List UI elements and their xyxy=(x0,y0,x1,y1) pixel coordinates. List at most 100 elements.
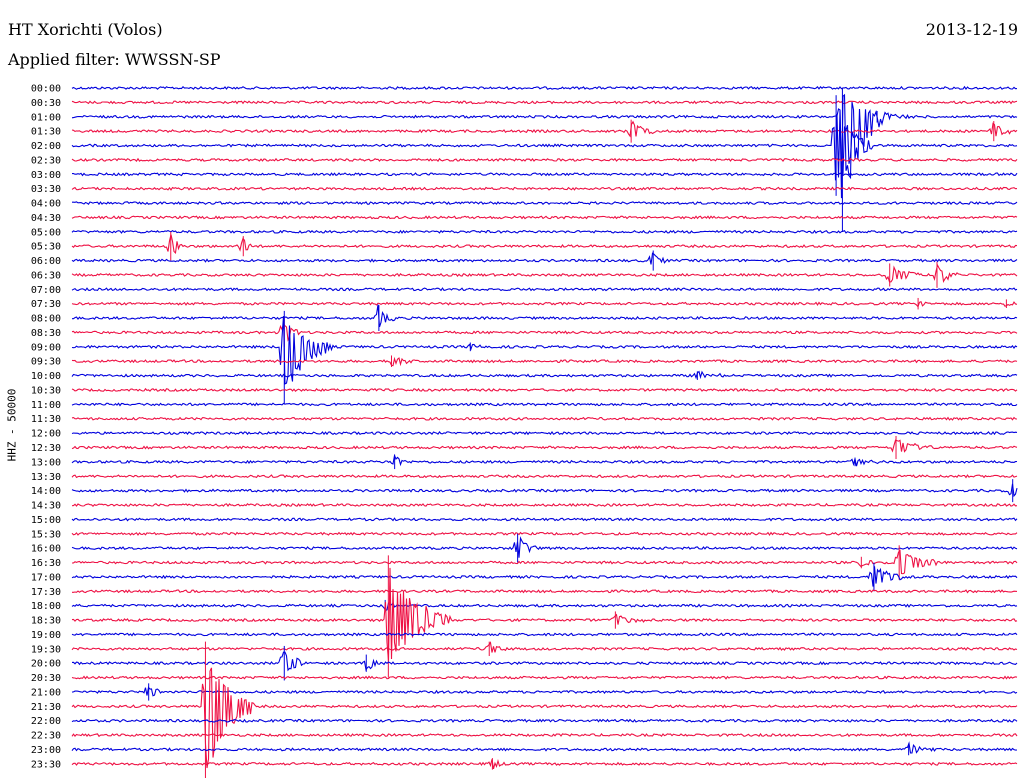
row-time-label: 17:00 xyxy=(31,572,61,583)
row-time-label: 14:00 xyxy=(31,486,61,497)
seismic-trace-row xyxy=(71,567,1018,661)
seismic-trace-row xyxy=(72,201,1018,206)
seismic-trace-row xyxy=(71,356,1018,367)
row-time-label: 07:00 xyxy=(31,285,61,296)
date-label: 2013-12-19 xyxy=(925,20,1018,39)
row-time-label: 09:30 xyxy=(31,357,61,368)
row-time-label: 23:00 xyxy=(31,745,61,756)
seismic-trace-row xyxy=(71,517,1018,522)
row-time-label: 04:00 xyxy=(31,199,61,210)
seismic-trace-row xyxy=(71,431,1018,436)
seismic-trace-row xyxy=(71,402,1018,407)
row-time-label: 09:00 xyxy=(31,342,61,353)
row-time-label: 13:00 xyxy=(31,457,61,468)
seismic-trace-row xyxy=(71,263,1018,284)
row-time-label: 06:00 xyxy=(31,256,61,267)
row-time-label: 20:30 xyxy=(31,673,61,684)
row-time-label: 06:30 xyxy=(31,270,61,281)
seismic-trace-row xyxy=(71,651,1018,672)
seismic-trace-row xyxy=(71,502,1018,508)
seismic-trace-row xyxy=(71,675,1018,680)
row-time-label: 12:00 xyxy=(31,429,61,440)
row-time-label: 02:30 xyxy=(31,155,61,166)
row-time-label: 12:30 xyxy=(31,443,61,454)
row-time-label: 18:00 xyxy=(31,601,61,612)
seismic-trace-row xyxy=(71,759,1018,770)
seismic-trace-row xyxy=(71,322,1018,342)
row-time-label: 04:30 xyxy=(31,213,61,224)
seismic-trace-row xyxy=(71,300,1018,308)
seismic-trace-row xyxy=(71,416,1018,421)
seismic-trace-row xyxy=(71,287,1018,292)
seismic-trace-row xyxy=(71,474,1018,479)
filter-label: Applied filter: WWSSN-SP xyxy=(8,50,221,69)
row-time-label: 08:00 xyxy=(31,314,61,325)
seismic-trace-row xyxy=(71,316,1018,385)
station-title: HT Xorichti (Volos) xyxy=(8,20,163,39)
row-time-label: 22:30 xyxy=(31,731,61,742)
row-time-label: 15:30 xyxy=(31,529,61,540)
seismic-trace-row xyxy=(71,641,1018,653)
seismic-trace-row xyxy=(71,531,1018,537)
seismic-trace-row xyxy=(71,632,1018,637)
row-time-label: 07:30 xyxy=(31,299,61,310)
seismic-trace-row xyxy=(71,387,1018,393)
seismic-trace-row xyxy=(71,100,1018,105)
row-time-label: 22:00 xyxy=(31,716,61,727)
seismic-trace-row xyxy=(71,536,1018,558)
row-time-label: 10:00 xyxy=(31,371,61,382)
row-time-label: 03:30 xyxy=(31,184,61,195)
seismic-trace-row xyxy=(72,172,1018,177)
row-time-label: 23:30 xyxy=(31,759,61,770)
seismic-trace-row xyxy=(71,601,1018,612)
row-time-label: 18:30 xyxy=(31,616,61,627)
row-time-label: 08:30 xyxy=(31,328,61,339)
row-time-label: 00:30 xyxy=(31,98,61,109)
row-time-label: 19:30 xyxy=(31,644,61,655)
row-time-label: 16:00 xyxy=(31,544,61,555)
seismic-trace-row xyxy=(71,732,1018,738)
row-time-label: 21:00 xyxy=(31,687,61,698)
row-time-label: 11:00 xyxy=(31,400,61,411)
row-time-label: 03:00 xyxy=(31,170,61,181)
seismic-trace-row xyxy=(71,85,1018,91)
seismic-trace-row xyxy=(71,215,1018,220)
row-time-label: 16:30 xyxy=(31,558,61,569)
row-time-label: 05:00 xyxy=(31,227,61,238)
row-time-label: 20:00 xyxy=(31,659,61,670)
row-time-label: 15:00 xyxy=(31,515,61,526)
row-time-label: 10:30 xyxy=(31,385,61,396)
seismic-trace-row xyxy=(72,589,1018,594)
row-time-label: 00:00 xyxy=(31,84,61,95)
row-time-label: 14:30 xyxy=(31,501,61,512)
row-time-label: 05:30 xyxy=(31,242,61,253)
row-time-label: 17:30 xyxy=(31,587,61,598)
row-time-label: 02:00 xyxy=(31,141,61,152)
seismic-trace-row xyxy=(71,157,1018,163)
seismic-trace-row xyxy=(71,234,1018,255)
seismic-trace-row xyxy=(71,741,1018,754)
seismic-trace-row xyxy=(71,186,1018,191)
seismic-trace-row xyxy=(71,718,1018,723)
seismic-trace-row xyxy=(71,439,1018,453)
seismic-trace-row xyxy=(71,93,1018,199)
seismic-trace-row xyxy=(71,453,1018,467)
seismic-trace-row xyxy=(71,686,1018,697)
row-time-label: 01:00 xyxy=(31,112,61,123)
seismic-trace-row xyxy=(71,252,1018,265)
seismic-trace-row xyxy=(71,566,1018,587)
row-time-label: 13:30 xyxy=(31,472,61,483)
row-time-label: 21:30 xyxy=(31,702,61,713)
seismic-trace-row xyxy=(71,483,1018,498)
seismic-trace-row xyxy=(72,304,1018,328)
seismic-trace-row xyxy=(71,110,1018,181)
seismic-trace-row xyxy=(71,229,1018,234)
row-time-label: 19:00 xyxy=(31,630,61,641)
seismic-trace-row xyxy=(71,370,1018,380)
seismic-trace-row xyxy=(71,549,1018,575)
row-time-label: 01:30 xyxy=(31,127,61,138)
seismic-trace-row xyxy=(71,667,1018,769)
seismic-trace-row xyxy=(71,120,1018,138)
row-time-label: 11:30 xyxy=(31,414,61,425)
